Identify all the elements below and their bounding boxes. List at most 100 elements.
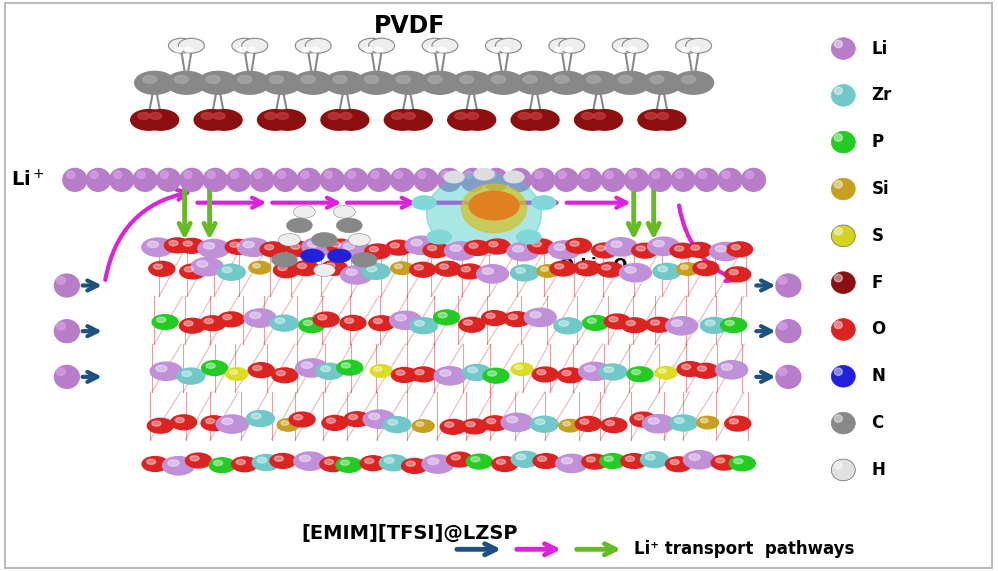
Circle shape bbox=[348, 234, 370, 246]
Ellipse shape bbox=[367, 168, 391, 191]
Circle shape bbox=[333, 206, 355, 218]
Circle shape bbox=[202, 112, 214, 119]
Circle shape bbox=[491, 75, 505, 83]
Circle shape bbox=[447, 452, 473, 467]
Circle shape bbox=[325, 263, 335, 268]
Circle shape bbox=[151, 362, 183, 380]
Ellipse shape bbox=[371, 171, 379, 178]
Circle shape bbox=[444, 171, 464, 183]
Circle shape bbox=[175, 75, 189, 83]
Circle shape bbox=[559, 38, 585, 53]
Circle shape bbox=[574, 261, 600, 276]
Ellipse shape bbox=[834, 180, 842, 188]
Circle shape bbox=[346, 269, 357, 275]
Circle shape bbox=[131, 110, 167, 130]
Circle shape bbox=[333, 110, 369, 130]
Circle shape bbox=[670, 415, 698, 431]
Circle shape bbox=[396, 110, 432, 130]
Circle shape bbox=[301, 75, 315, 83]
Circle shape bbox=[582, 112, 594, 119]
Circle shape bbox=[730, 419, 739, 424]
Circle shape bbox=[271, 368, 297, 383]
Circle shape bbox=[184, 321, 193, 326]
Circle shape bbox=[315, 363, 343, 379]
Circle shape bbox=[198, 239, 230, 258]
Ellipse shape bbox=[57, 368, 66, 376]
Circle shape bbox=[269, 75, 283, 83]
Ellipse shape bbox=[672, 168, 696, 191]
Circle shape bbox=[516, 268, 525, 274]
Text: P: P bbox=[871, 133, 883, 151]
Circle shape bbox=[463, 320, 472, 325]
Circle shape bbox=[489, 242, 498, 247]
Text: H: H bbox=[871, 461, 885, 479]
Circle shape bbox=[311, 47, 319, 52]
Circle shape bbox=[395, 315, 406, 321]
Circle shape bbox=[321, 260, 347, 275]
Circle shape bbox=[388, 420, 397, 425]
Circle shape bbox=[385, 240, 411, 255]
Circle shape bbox=[143, 110, 179, 130]
Circle shape bbox=[326, 418, 335, 423]
Circle shape bbox=[218, 264, 246, 280]
Circle shape bbox=[412, 420, 434, 432]
Circle shape bbox=[388, 71, 428, 94]
Ellipse shape bbox=[347, 171, 355, 178]
Ellipse shape bbox=[831, 459, 855, 481]
Circle shape bbox=[555, 75, 569, 83]
Circle shape bbox=[276, 371, 285, 376]
Circle shape bbox=[687, 243, 713, 258]
Circle shape bbox=[389, 311, 421, 329]
Circle shape bbox=[670, 243, 696, 258]
Circle shape bbox=[340, 266, 372, 284]
Circle shape bbox=[460, 75, 474, 83]
Ellipse shape bbox=[227, 168, 250, 191]
Circle shape bbox=[303, 320, 312, 325]
Circle shape bbox=[202, 361, 228, 376]
Circle shape bbox=[698, 263, 707, 268]
Circle shape bbox=[587, 457, 596, 462]
Circle shape bbox=[645, 112, 657, 119]
Circle shape bbox=[293, 206, 315, 218]
Circle shape bbox=[390, 243, 399, 248]
Circle shape bbox=[587, 75, 601, 83]
Circle shape bbox=[327, 249, 351, 263]
Ellipse shape bbox=[834, 461, 842, 469]
Circle shape bbox=[646, 317, 672, 332]
Circle shape bbox=[496, 459, 505, 464]
Circle shape bbox=[626, 456, 635, 461]
Circle shape bbox=[340, 316, 366, 331]
Circle shape bbox=[691, 245, 700, 250]
Ellipse shape bbox=[157, 168, 181, 191]
Circle shape bbox=[504, 312, 530, 327]
Text: F: F bbox=[871, 274, 882, 292]
Ellipse shape bbox=[676, 171, 684, 178]
Circle shape bbox=[630, 412, 656, 427]
Circle shape bbox=[511, 110, 547, 130]
Text: Li$^+$: Li$^+$ bbox=[11, 169, 45, 191]
Circle shape bbox=[340, 112, 352, 119]
Circle shape bbox=[463, 364, 491, 380]
Circle shape bbox=[313, 264, 335, 276]
Circle shape bbox=[670, 460, 679, 465]
Circle shape bbox=[248, 47, 255, 52]
Circle shape bbox=[725, 267, 750, 282]
Circle shape bbox=[167, 71, 207, 94]
Ellipse shape bbox=[834, 227, 842, 235]
Circle shape bbox=[427, 230, 451, 244]
Circle shape bbox=[364, 459, 373, 464]
Ellipse shape bbox=[834, 321, 842, 328]
Circle shape bbox=[292, 261, 318, 276]
Circle shape bbox=[244, 242, 254, 248]
Ellipse shape bbox=[834, 368, 842, 376]
Circle shape bbox=[471, 457, 480, 462]
Circle shape bbox=[482, 268, 493, 274]
Circle shape bbox=[396, 370, 405, 375]
Ellipse shape bbox=[776, 274, 800, 297]
Circle shape bbox=[192, 258, 224, 276]
Circle shape bbox=[504, 171, 524, 183]
Circle shape bbox=[604, 456, 614, 461]
Circle shape bbox=[428, 75, 442, 83]
Circle shape bbox=[587, 110, 623, 130]
Circle shape bbox=[247, 411, 274, 427]
